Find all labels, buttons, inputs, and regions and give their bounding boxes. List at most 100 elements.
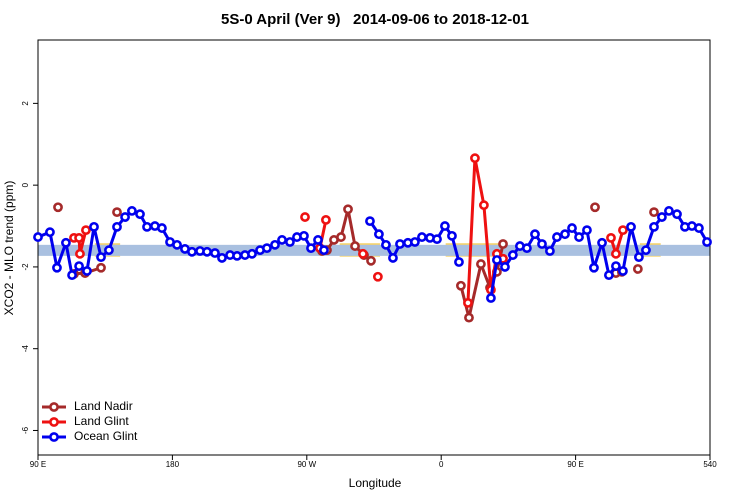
data-point: [537, 239, 547, 249]
data-point: [395, 239, 405, 249]
data-point: [672, 209, 682, 220]
data-point: [372, 271, 383, 282]
data-point: [498, 239, 508, 249]
data-point: [365, 216, 375, 227]
data-point: [336, 232, 346, 242]
series-line: [466, 156, 504, 303]
data-point: [500, 262, 510, 272]
data-point: [530, 229, 540, 240]
legend-label: Ocean Glint: [74, 429, 138, 443]
data-point: [574, 232, 584, 242]
data-point: [74, 261, 84, 272]
data-point: [319, 245, 329, 256]
data-point: [374, 229, 384, 240]
data-point: [52, 262, 62, 273]
data-point: [479, 200, 489, 211]
data-point: [82, 266, 92, 276]
data-point: [172, 239, 182, 250]
y-tick-label: -6: [21, 426, 30, 434]
band: [38, 244, 710, 256]
y-tick-label: -4: [21, 345, 30, 353]
y-axis-label: XCO2 - MLO trend (ppm): [2, 181, 16, 316]
legend-marker: [49, 402, 59, 412]
y-tick-label: 0: [21, 182, 30, 187]
data-point: [127, 206, 137, 216]
y-tick-label: -2: [21, 263, 30, 271]
data-point: [358, 248, 368, 259]
data-point: [232, 250, 242, 261]
data-point: [270, 239, 280, 250]
data-point: [187, 246, 197, 257]
data-point: [142, 221, 152, 232]
data-point: [313, 235, 323, 245]
data-point: [366, 255, 376, 266]
data-point: [247, 248, 257, 259]
x-tick-label: 0: [439, 460, 444, 469]
data-point: [61, 237, 71, 248]
data-point: [350, 241, 360, 251]
data-point: [611, 261, 621, 272]
data-point: [589, 262, 599, 273]
legend-marker: [49, 417, 59, 427]
data-point: [410, 237, 420, 247]
data-point: [582, 225, 592, 236]
data-point: [470, 153, 480, 164]
chart-title: 5S-0 April (Ver 9) 2014-09-06 to 2018-12…: [221, 11, 529, 28]
data-point: [702, 237, 712, 247]
data-point: [300, 212, 310, 222]
data-point: [634, 252, 644, 263]
data-point: [492, 255, 502, 265]
data-point: [96, 252, 106, 263]
data-point: [210, 248, 220, 258]
data-point: [606, 232, 616, 243]
data-point: [33, 232, 43, 242]
plot-frame: [37, 39, 711, 456]
data-point: [157, 223, 167, 233]
data-point: [343, 204, 353, 215]
data-point: [217, 253, 227, 263]
data-point: [45, 227, 55, 238]
data-point: [649, 221, 659, 232]
data-point: [476, 259, 486, 269]
data-point: [454, 257, 464, 267]
data-point: [611, 248, 621, 259]
data-point: [507, 250, 518, 260]
data-point: [89, 221, 99, 232]
data-point: [464, 312, 474, 323]
x-tick-label: 180: [166, 460, 180, 469]
x-tick-label: 90 W: [297, 460, 316, 469]
data-point: [306, 243, 316, 254]
data-point: [545, 246, 555, 256]
data-point: [96, 262, 106, 273]
data-point: [641, 245, 651, 256]
data-point: [552, 232, 562, 242]
x-tick-label: 540: [703, 460, 717, 469]
data-point: [381, 239, 391, 250]
y-tick-label: 2: [21, 101, 30, 106]
data-point: [626, 221, 636, 232]
data-point: [447, 230, 457, 241]
data-point: [277, 235, 287, 245]
data-point: [463, 298, 473, 308]
data-point: [657, 212, 667, 222]
data-point: [202, 246, 212, 257]
data-point: [285, 237, 295, 247]
data-point: [590, 202, 600, 213]
data-point: [649, 207, 659, 218]
data-point: [262, 243, 272, 254]
x-tick-label: 90 E: [30, 460, 46, 469]
data-point: [567, 223, 577, 233]
data-point: [74, 232, 84, 243]
data-point: [81, 225, 91, 236]
data-point: [664, 206, 674, 216]
data-point: [694, 223, 704, 233]
data-point: [522, 243, 532, 254]
data-point: [604, 270, 614, 280]
data-point: [597, 237, 607, 248]
data-point: [120, 212, 130, 222]
legend-label: Land Nadir: [74, 399, 133, 413]
data-point: [67, 270, 77, 280]
data-point: [75, 248, 85, 259]
data-point: [417, 232, 427, 242]
data-point: [618, 266, 628, 276]
